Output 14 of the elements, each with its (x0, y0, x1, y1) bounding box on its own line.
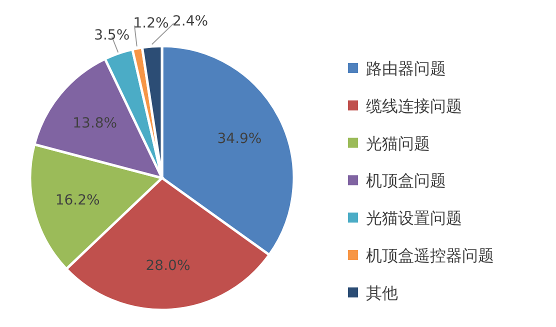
data-label: 2.4% (172, 13, 208, 30)
legend-label: 机顶盒遥控器问题 (366, 246, 494, 265)
data-label: 16.2% (55, 192, 100, 209)
data-label: 13.8% (72, 115, 118, 132)
data-label: 3.5% (94, 28, 130, 44)
legend-label: 光猫问题 (366, 134, 430, 153)
legend-label: 缆线连接问题 (366, 96, 462, 116)
legend-label: 其他 (366, 283, 398, 302)
legend-label: 光猫设置问题 (366, 208, 462, 228)
data-label: 1.2% (133, 16, 169, 32)
data-label: 28.0% (146, 258, 190, 274)
legend-label: 路由器问题 (366, 59, 446, 78)
legend-label: 机顶盒问题 (366, 171, 446, 190)
data-label: 34.9% (217, 131, 262, 148)
